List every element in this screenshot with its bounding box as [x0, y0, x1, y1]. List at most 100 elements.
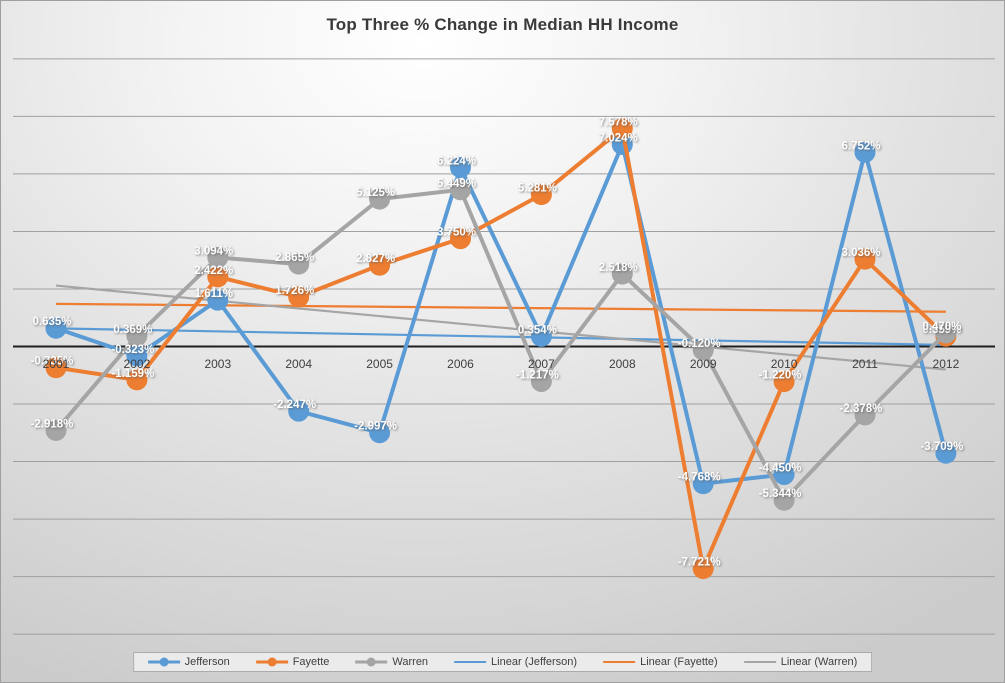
legend-line-marker-icon — [355, 657, 388, 668]
legend-label: Linear (Warren) — [780, 656, 858, 668]
point-warren-2011[interactable] — [854, 404, 876, 426]
point-fayette-2008[interactable] — [611, 118, 633, 140]
legend-label: Linear (Jefferson) — [491, 656, 578, 668]
point-fayette-2011[interactable] — [854, 248, 876, 270]
legend-line-marker-icon — [147, 657, 180, 668]
legend-item-linear-fayette[interactable]: Linear (Fayette) — [603, 656, 718, 668]
legend-item-jefferson[interactable]: Jefferson — [147, 656, 230, 668]
data-label-warren-2006: 5.449% — [437, 178, 476, 190]
data-label-jefferson-2010: -4.450% — [759, 463, 802, 475]
x-tick-2005: 2005 — [366, 357, 393, 371]
data-label-jefferson-2007: 0.354% — [518, 324, 557, 336]
point-fayette-2005[interactable] — [369, 254, 391, 276]
x-tick-2002: 2002 — [124, 357, 151, 371]
point-fayette-2001[interactable] — [45, 357, 67, 379]
point-jefferson-2005[interactable] — [369, 422, 391, 444]
data-label-fayette-2009: -7.721% — [678, 557, 721, 569]
data-label-fayette-2011: 3.036% — [841, 247, 880, 259]
point-jefferson-2012[interactable] — [935, 442, 957, 464]
data-label-warren-2012: 0.470% — [922, 321, 961, 333]
point-jefferson-2001[interactable] — [45, 317, 67, 339]
point-warren-2008[interactable] — [611, 263, 633, 285]
point-warren-2005[interactable] — [369, 188, 391, 210]
legend-item-fayette[interactable]: Fayette — [255, 656, 330, 668]
data-label-warren-2011: -2.378% — [840, 403, 883, 415]
trendline-linear-jefferson[interactable] — [55, 327, 946, 347]
data-label-jefferson-2011: 6.752% — [841, 140, 880, 152]
point-fayette-2006[interactable] — [450, 228, 471, 250]
point-warren-2004[interactable] — [288, 253, 310, 275]
data-label-jefferson-2006: 6.224% — [437, 155, 476, 167]
data-label-jefferson-2004: -2.247% — [273, 399, 316, 411]
point-jefferson-2011[interactable] — [854, 141, 876, 163]
legend-label: Jefferson — [184, 656, 230, 668]
x-tick-2012: 2012 — [933, 357, 960, 371]
point-jefferson-2002[interactable] — [126, 345, 148, 367]
x-tick-2010: 2010 — [771, 357, 798, 371]
point-jefferson-2010[interactable] — [773, 464, 795, 486]
data-label-fayette-2004: 1.726% — [275, 285, 314, 297]
point-jefferson-2007[interactable] — [530, 325, 552, 347]
legend-line-icon — [743, 657, 776, 668]
legend-label: Linear (Fayette) — [640, 656, 718, 668]
data-label-fayette-2002: -1.159% — [111, 368, 154, 380]
series-line-fayette[interactable] — [54, 126, 948, 571]
legend-item-linear-warren[interactable]: Linear (Warren) — [743, 656, 858, 668]
point-warren-2002[interactable] — [126, 325, 148, 347]
data-label-fayette-2006: 3.750% — [437, 227, 476, 239]
point-jefferson-2004[interactable] — [288, 400, 310, 422]
point-fayette-2003[interactable] — [207, 266, 229, 288]
series-line-warren[interactable] — [54, 187, 948, 503]
point-fayette-2010[interactable] — [773, 371, 795, 393]
data-label-fayette-2007: 5.281% — [518, 183, 557, 195]
data-label-fayette-2010: -1.220% — [759, 370, 802, 382]
data-label-warren-2008: 2.518% — [599, 262, 638, 274]
point-fayette-2009[interactable] — [692, 558, 714, 580]
data-label-fayette-2008: 7.578% — [599, 117, 638, 129]
trendline-linear-fayette[interactable] — [55, 302, 946, 313]
point-warren-2012[interactable] — [935, 322, 957, 344]
data-label-fayette-2003: 2.422% — [194, 265, 233, 277]
data-label-warren-2005: 5.125% — [356, 187, 395, 199]
data-label-warren-2002: 0.369% — [113, 324, 152, 336]
data-label-jefferson-2012: -3.709% — [920, 441, 963, 453]
legend-item-linear-jefferson[interactable]: Linear (Jefferson) — [454, 656, 577, 668]
data-label-jefferson-2002: -0.323% — [111, 344, 154, 356]
legend-line-icon — [603, 657, 636, 668]
trendline-linear-warren[interactable] — [55, 284, 947, 371]
legend-line-icon — [454, 657, 487, 668]
data-label-warren-2003: 3.094% — [194, 246, 233, 258]
data-label-jefferson-2003: 1.611% — [195, 288, 233, 300]
point-fayette-2002[interactable] — [126, 369, 148, 391]
x-tick-2011: 2011 — [852, 357, 878, 371]
data-label-fayette-2005: 2.827% — [356, 253, 395, 265]
point-jefferson-2006[interactable] — [450, 156, 471, 178]
x-tick-2009: 2009 — [690, 357, 717, 371]
series-line-jefferson[interactable] — [54, 142, 948, 486]
point-jefferson-2003[interactable] — [207, 289, 229, 311]
data-label-fayette-2001: -0.735% — [31, 356, 74, 368]
data-label-warren-2001: -2.918% — [31, 418, 74, 430]
x-tick-2007: 2007 — [528, 357, 555, 371]
data-label-warren-2007: -1.217% — [516, 370, 559, 382]
point-warren-2010[interactable] — [773, 489, 795, 511]
data-label-fayette-2012: 0.359% — [922, 324, 961, 336]
data-label-jefferson-2005: -2.997% — [354, 421, 397, 433]
legend-label: Fayette — [292, 656, 330, 668]
data-label-warren-2010: -5.344% — [759, 488, 802, 500]
point-warren-2007[interactable] — [530, 371, 552, 393]
point-jefferson-2009[interactable] — [692, 473, 714, 495]
point-warren-2009[interactable] — [692, 339, 714, 361]
x-tick-2001: 2001 — [43, 357, 70, 371]
point-warren-2001[interactable] — [45, 419, 67, 441]
point-warren-2006[interactable] — [450, 179, 471, 201]
chart-legend: Jefferson Fayette Warren Linear (Jefferson)… — [132, 652, 873, 672]
data-label-warren-2009: -0.120% — [678, 338, 721, 350]
data-label-jefferson-2001: 0.635% — [32, 316, 71, 328]
legend-item-warren[interactable]: Warren — [355, 656, 428, 668]
point-warren-2003[interactable] — [207, 247, 229, 269]
point-fayette-2004[interactable] — [288, 286, 310, 308]
point-fayette-2007[interactable] — [530, 184, 552, 206]
